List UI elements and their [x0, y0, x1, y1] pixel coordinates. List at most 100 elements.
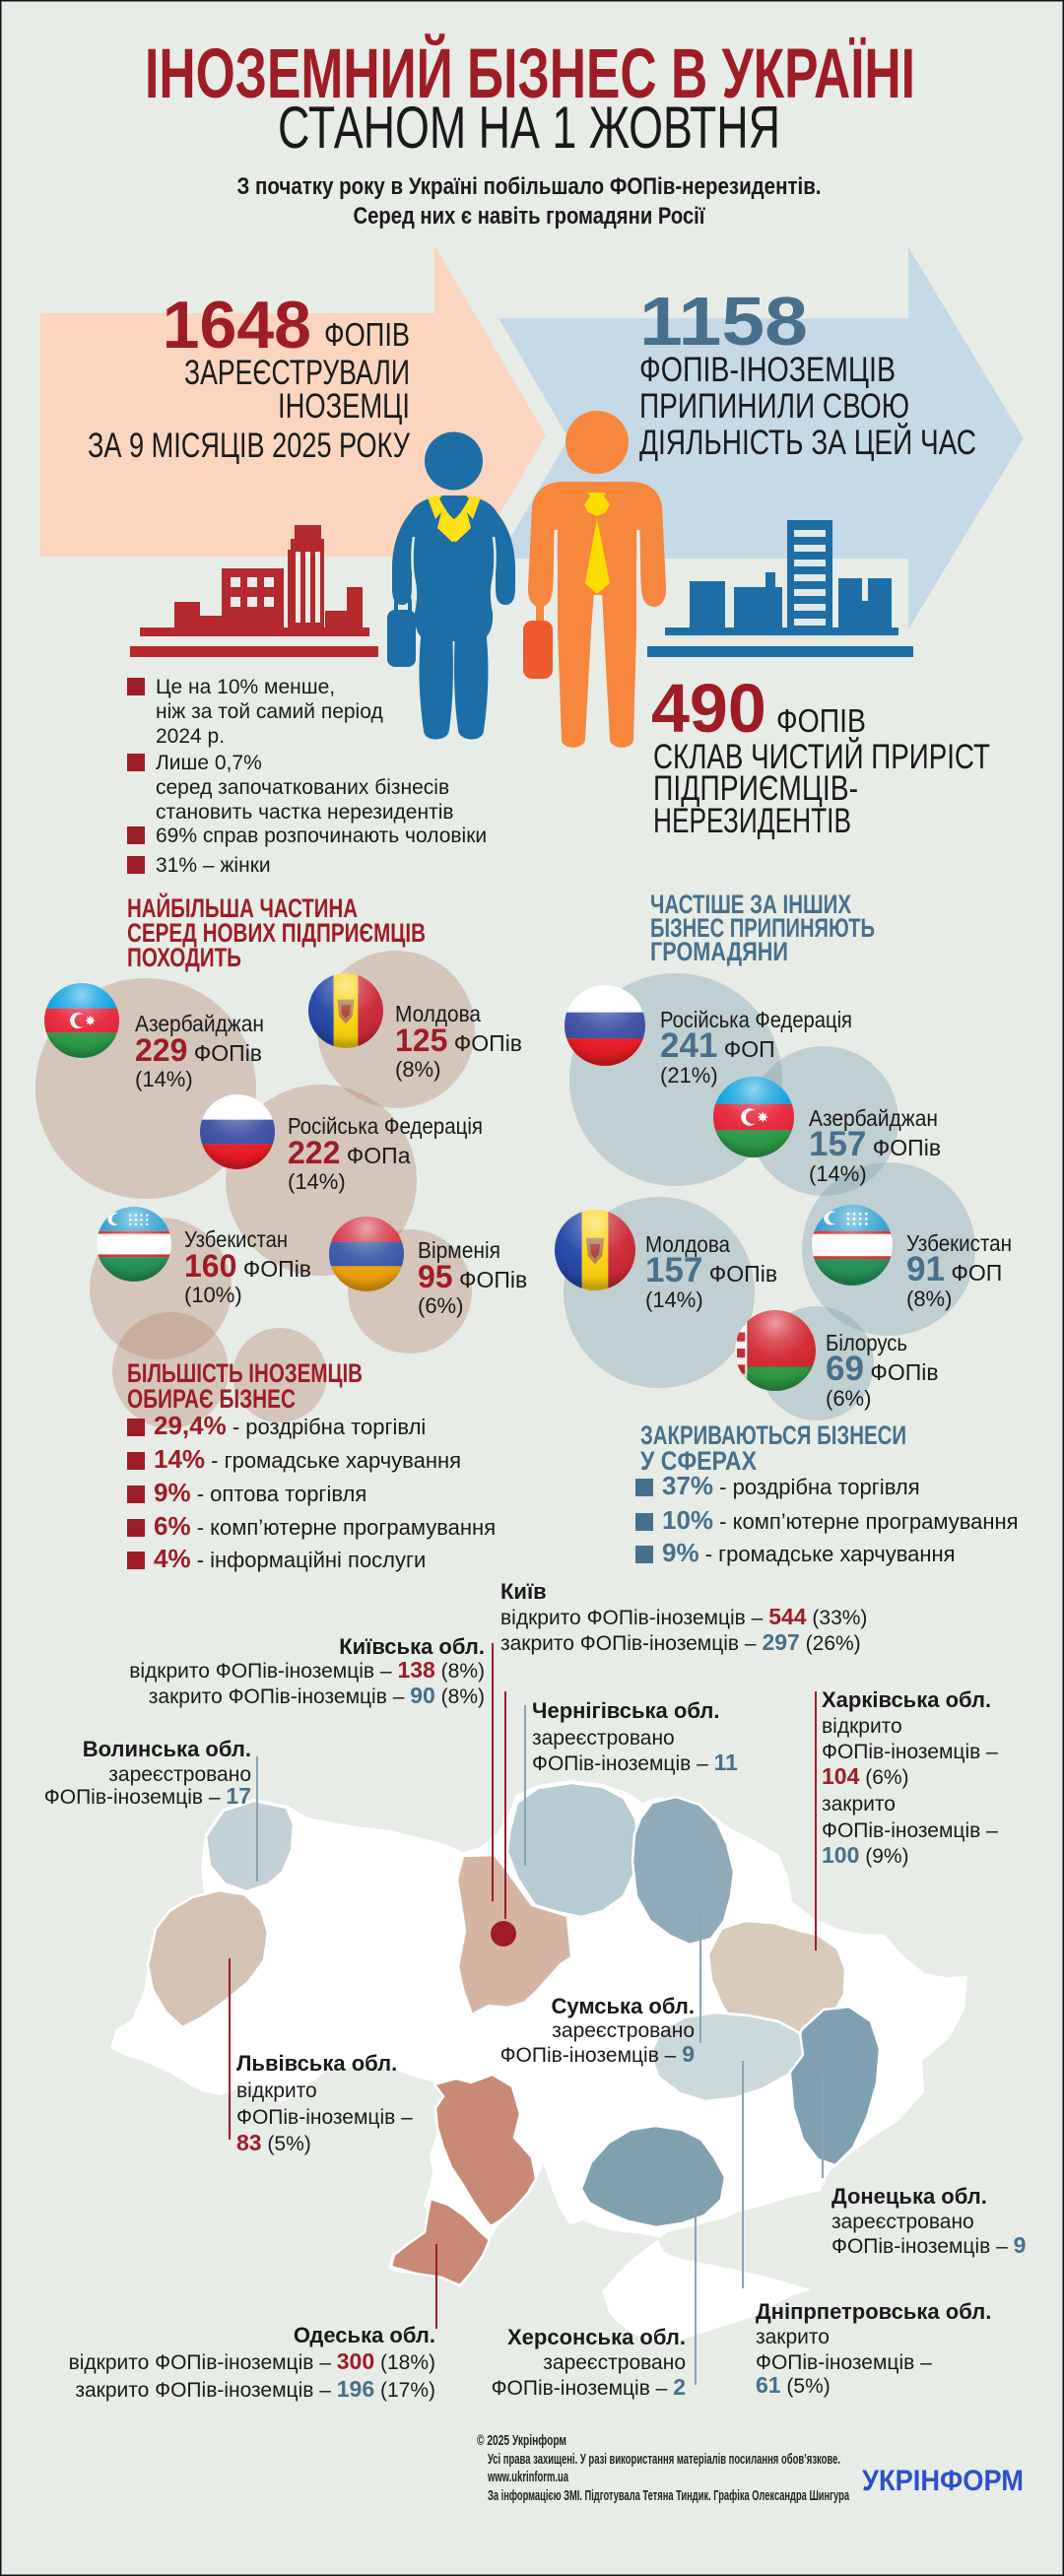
svg-text:Харківська обл.: Харківська обл. — [822, 1687, 991, 1712]
svg-text:Київська обл.: Київська обл. — [339, 1634, 485, 1659]
svg-text:ДІЯЛЬНІСТЬ ЗА ЦЕЙ ЧАС: ДІЯЛЬНІСТЬ ЗА ЦЕЙ ЧАС — [639, 423, 976, 462]
svg-text:НЕРЕЗИДЕНТІВ: НЕРЕЗИДЕНТІВ — [653, 802, 851, 840]
svg-text:83 (5%): 83 (5%) — [236, 2130, 311, 2155]
svg-text:У СФЕРАХ: У СФЕРАХ — [640, 1446, 757, 1476]
svg-text:закрито: закрито — [822, 1793, 896, 1816]
svg-text:відкрито ФОПів-іноземців – 544: відкрито ФОПів-іноземців – 544 (33%) — [500, 1604, 867, 1629]
svg-text:ЗА 9 МІСЯЦІВ 2025 РОКУ: ЗА 9 МІСЯЦІВ 2025 РОКУ — [88, 427, 411, 465]
svg-text:УКРІНФОРМ: УКРІНФОРМ — [862, 2465, 1024, 2497]
svg-text:490: 490 — [651, 670, 766, 747]
svg-text:Білорусь: Білорусь — [826, 1330, 907, 1355]
svg-text:6% - комп’ютерне програмування: 6% - комп’ютерне програмування — [154, 1511, 496, 1541]
svg-text:ніж за той самий період: ніж за той самий період — [156, 700, 383, 723]
svg-text:(14%): (14%) — [809, 1161, 867, 1186]
svg-text:Київ: Київ — [500, 1579, 547, 1604]
svg-text:БІЛЬШІСТЬ ІНОЗЕМЦІВ: БІЛЬШІСТЬ ІНОЗЕМЦІВ — [127, 1358, 363, 1388]
svg-text:ФОПів-іноземців – 11: ФОПів-іноземців – 11 — [532, 1750, 738, 1775]
svg-text:БІЗНЕС ПРИПИНЯЮТЬ: БІЗНЕС ПРИПИНЯЮТЬ — [650, 913, 875, 943]
svg-text:ЧАСТІШЕ ЗА ІНШИХ: ЧАСТІШЕ ЗА ІНШИХ — [650, 890, 851, 919]
svg-text:Азербайджан: Азербайджан — [135, 1011, 264, 1036]
svg-text:1648: 1648 — [163, 288, 311, 363]
svg-text:За інформацією ЗМІ. Підготувал: За інформацією ЗМІ. Підготувала Тетяна Т… — [488, 2488, 850, 2504]
svg-text:(14%): (14%) — [135, 1067, 193, 1091]
svg-text:ЗАРЕЄСТРУВАЛИ: ЗАРЕЄСТРУВАЛИ — [184, 354, 410, 392]
svg-text:(8%): (8%) — [906, 1287, 952, 1311]
svg-text:Сумська обл.: Сумська обл. — [551, 1994, 695, 2018]
svg-text:31% – жінки: 31% – жінки — [156, 854, 271, 877]
svg-text:(8%): (8%) — [395, 1057, 440, 1082]
svg-text:Молдова: Молдова — [395, 1001, 481, 1026]
svg-text:СКЛАВ ЧИСТИЙ ПРИРІСТ: СКЛАВ ЧИСТИЙ ПРИРІСТ — [653, 737, 990, 776]
svg-text:222 ФОПа: 222 ФОПа — [288, 1135, 411, 1170]
svg-text:ФОПів-іноземців –: ФОПів-іноземців – — [822, 1819, 998, 1842]
svg-text:www.ukrinform.ua: www.ukrinform.ua — [487, 2470, 568, 2485]
svg-text:ОБИРАЄ БІЗНЕС: ОБИРАЄ БІЗНЕС — [127, 1384, 296, 1414]
svg-text:ФОПів-іноземців – 9: ФОПів-іноземців – 9 — [500, 2041, 695, 2067]
svg-text:100 (9%): 100 (9%) — [822, 1842, 909, 1868]
svg-text:відкрито ФОПів-іноземців – 138: відкрито ФОПів-іноземців – 138 (8%) — [129, 1657, 485, 1683]
svg-text:14% - громадське харчування: 14% - громадське харчування — [154, 1444, 461, 1474]
svg-text:61 (5%): 61 (5%) — [756, 2372, 831, 2398]
svg-text:Узбекистан: Узбекистан — [184, 1226, 288, 1252]
svg-text:(14%): (14%) — [645, 1288, 703, 1312]
svg-text:закрито ФОПів-іноземців – 196: закрито ФОПів-іноземців – 196 (17%) — [75, 2376, 435, 2402]
svg-text:29,4% - роздрібна торгівлі: 29,4% - роздрібна торгівлі — [154, 1411, 426, 1440]
svg-text:СЕРЕД НОВИХ ПІДПРИЄМЦІВ: СЕРЕД НОВИХ ПІДПРИЄМЦІВ — [127, 918, 426, 948]
svg-text:зареєстровано: зареєстровано — [108, 1763, 251, 1786]
svg-text:10% - комп’ютерне програмуванн: 10% - комп’ютерне програмування — [662, 1505, 1019, 1535]
svg-text:(6%): (6%) — [826, 1386, 871, 1411]
svg-text:ФОПів-іноземців –: ФОПів-іноземців – — [236, 2106, 413, 2129]
svg-text:зареєстровано: зареєстровано — [552, 2019, 695, 2042]
svg-text:ІНОЗЕМЦІ: ІНОЗЕМЦІ — [278, 387, 410, 426]
svg-text:(6%): (6%) — [418, 1293, 463, 1318]
svg-text:Вірменія: Вірменія — [418, 1237, 500, 1263]
svg-text:відкрито: відкрито — [236, 2080, 317, 2102]
svg-text:4% - інформаційні послуги: 4% - інформаційні послуги — [154, 1544, 426, 1573]
svg-text:Російська Федерація: Російська Федерація — [288, 1113, 483, 1139]
svg-text:(14%): (14%) — [288, 1169, 346, 1194]
svg-text:відкрито: відкрито — [822, 1715, 902, 1738]
svg-text:9% - громадське харчування: 9% - громадське харчування — [662, 1538, 956, 1567]
svg-text:ФОПів-іноземців – 2: ФОПів-іноземців – 2 — [492, 2374, 686, 2400]
svg-text:закрито ФОПів-іноземців – 297: закрито ФОПів-іноземців – 297 (26%) — [500, 1629, 861, 1655]
svg-text:Лише 0,7%: Лише 0,7% — [156, 752, 262, 774]
svg-text:відкрито ФОПів-іноземців – 300: відкрито ФОПів-іноземців – 300 (18%) — [69, 2348, 435, 2374]
svg-text:ФОПів-іноземців –: ФОПів-іноземців – — [756, 2351, 932, 2374]
svg-text:Серед них є навіть громадяни Р: Серед них є навіть громадяни Росії — [354, 203, 706, 230]
svg-text:Азербайджан: Азербайджан — [809, 1105, 938, 1131]
svg-text:ЗАКРИВАЮТЬСЯ БІЗНЕСИ: ЗАКРИВАЮТЬСЯ БІЗНЕСИ — [640, 1420, 906, 1450]
svg-text:Усі права захищені. У разі вик: Усі права захищені. У разі використання … — [488, 2452, 840, 2468]
svg-text:ФОПІВ-ІНОЗЕМЦІВ: ФОПІВ-ІНОЗЕМЦІВ — [639, 351, 896, 389]
svg-text:ГРОМАДЯНИ: ГРОМАДЯНИ — [650, 937, 788, 966]
svg-text:зареєстровано: зареєстровано — [532, 1727, 675, 1750]
svg-text:Херсонська обл.: Херсонська обл. — [507, 2325, 686, 2349]
svg-text:Одеська обл.: Одеська обл. — [294, 2323, 435, 2347]
svg-text:Чернігівська обл.: Чернігівська обл. — [532, 1698, 719, 1723]
svg-text:Дніпрпетровська обл.: Дніпрпетровська обл. — [756, 2299, 991, 2324]
svg-text:37% - роздрібна торгівля: 37% - роздрібна торгівля — [662, 1471, 920, 1500]
svg-text:ФОПів-іноземців – 17: ФОПів-іноземців – 17 — [44, 1783, 251, 1809]
svg-text:ФОПів-іноземців –: ФОПів-іноземців – — [822, 1741, 998, 1763]
svg-text:Російська Федерація: Російська Федерація — [660, 1007, 852, 1032]
svg-text:Узбекистан: Узбекистан — [906, 1230, 1012, 1256]
svg-text:(10%): (10%) — [184, 1283, 242, 1307]
svg-text:Молдова: Молдова — [645, 1231, 730, 1257]
svg-text:З початку року в Україні побіл: З початку року в Україні побільшало ФОПі… — [237, 173, 822, 200]
svg-text:ПРИПИНИЛИ СВОЮ: ПРИПИНИЛИ СВОЮ — [639, 387, 909, 426]
svg-text:закрито: закрито — [756, 2326, 830, 2348]
svg-text:(21%): (21%) — [660, 1063, 718, 1088]
svg-text:69% справ розпочинають чоловік: 69% справ розпочинають чоловіки — [156, 825, 487, 847]
svg-text:СТАНОМ НА 1 ЖОВТНЯ: СТАНОМ НА 1 ЖОВТНЯ — [278, 95, 780, 161]
svg-text:9% - оптова торгівля: 9% - оптова торгівля — [154, 1478, 366, 1507]
svg-text:Львівська обл.: Львівська обл. — [236, 2051, 397, 2076]
svg-text:становить частка нерезидентів: становить частка нерезидентів — [156, 801, 454, 824]
svg-text:1158: 1158 — [639, 283, 808, 360]
svg-text:закрито ФОПів-іноземців – 90 (: закрито ФОПів-іноземців – 90 (8%) — [149, 1683, 485, 1708]
svg-text:зареєстровано: зареєстровано — [543, 2351, 686, 2374]
svg-text:ПОХОДИТЬ: ПОХОДИТЬ — [127, 943, 241, 972]
svg-text:ІНОЗЕМНИЙ БІЗНЕС В УКРАЇНІ: ІНОЗЕМНИЙ БІЗНЕС В УКРАЇНІ — [145, 34, 915, 113]
svg-text:Це на 10% менше,: Це на 10% менше, — [156, 676, 335, 698]
svg-text:ФОПів-іноземців – 9: ФОПів-іноземців – 9 — [831, 2232, 1026, 2258]
svg-text:ФОПІВ: ФОПІВ — [324, 316, 410, 353]
svg-text:2024 р.: 2024 р. — [156, 725, 225, 748]
